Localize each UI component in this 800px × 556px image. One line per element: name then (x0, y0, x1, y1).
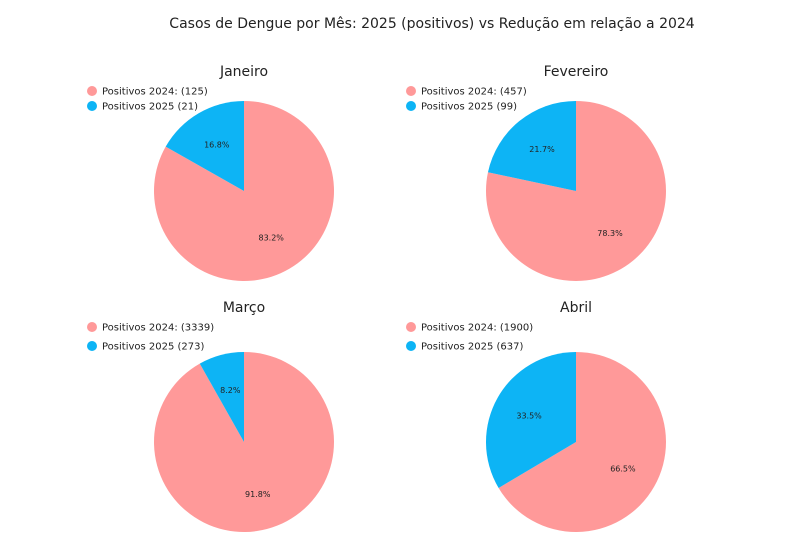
legend-marker (406, 322, 416, 332)
slice-percent-label: 78.3% (597, 229, 623, 238)
legend-label: Positivos 2024: (457) (421, 87, 527, 98)
slice-positivos-2025 (165, 101, 244, 191)
subplot-title: Março (223, 300, 265, 316)
pie-chart-1: Janeiro 83.2% 16.8% Positivos 2024: (125) Po… (87, 64, 334, 281)
slice-percent-label: 83.2% (258, 234, 284, 243)
slice-positivos-2025 (487, 101, 576, 191)
pie-chart-3: Março 91.8% 8.2% Positivos 2024: (3339) Posi… (87, 300, 335, 532)
legend-marker (87, 322, 97, 332)
legend-label: Positivos 2024: (3339) (102, 323, 214, 334)
slice-percent-label: 8.2% (220, 386, 241, 395)
subplot-title: Janeiro (219, 64, 268, 80)
slice-percent-label: 33.5% (516, 411, 542, 420)
legend-marker (406, 101, 416, 111)
legend-marker (406, 86, 416, 96)
legend-marker (87, 341, 97, 351)
legend-marker (87, 101, 97, 111)
legend-marker (87, 86, 97, 96)
pie-chart-4: Abril 66.5% 33.5% Positivos 2024: (1900) Pos… (406, 300, 667, 532)
slice-positivos-2025 (486, 352, 576, 488)
slice-percent-label: 91.8% (245, 490, 271, 499)
legend-label: Positivos 2024: (125) (102, 87, 208, 98)
legend-label: Positivos 2025 (273) (102, 342, 205, 353)
legend-label: Positivos 2024: (1900) (421, 323, 533, 334)
figure-title: Casos de Dengue por Mês: 2025 (positivos… (169, 16, 694, 32)
pie-chart-2: Fevereiro 78.3% 21.7% Positivos 2024: (457)… (406, 64, 666, 281)
subplot-title: Abril (560, 300, 592, 316)
legend-label: Positivos 2025 (99) (421, 102, 517, 113)
legend-label: Positivos 2025 (21) (102, 102, 198, 113)
slice-positivos-2024 (154, 352, 335, 532)
subplot-title: Fevereiro (544, 64, 609, 80)
legend-marker (406, 341, 416, 351)
legend-label: Positivos 2025 (637) (421, 342, 524, 353)
slice-percent-label: 21.7% (529, 145, 555, 154)
slice-percent-label: 16.8% (204, 140, 230, 149)
slice-positivos-2025 (199, 352, 244, 442)
slice-positivos-2024 (498, 352, 667, 532)
slice-percent-label: 66.5% (610, 465, 636, 474)
